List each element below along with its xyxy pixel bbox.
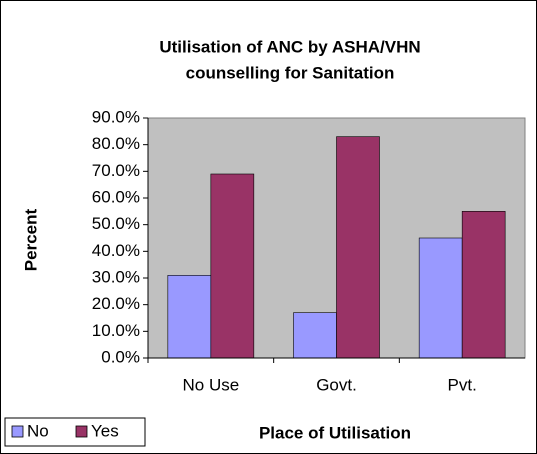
legend-swatch	[75, 425, 88, 438]
chart-title: Utilisation of ANC by ASHA/VHN	[159, 37, 420, 56]
legend-box	[4, 417, 146, 447]
x-tick-label: No Use	[182, 375, 239, 394]
y-tick-label: 30.0%	[92, 267, 140, 286]
bar	[167, 275, 212, 359]
legend-label: Yes	[91, 421, 119, 440]
y-tick-label: 40.0%	[92, 241, 140, 260]
bar	[210, 173, 255, 359]
y-axis-title: Percent	[21, 208, 40, 271]
legend-label: No	[27, 421, 49, 440]
y-tick-label: 90.0%	[92, 107, 140, 126]
y-tick-label: 50.0%	[92, 214, 140, 233]
bar	[418, 237, 463, 359]
y-tick-label: 80.0%	[92, 134, 140, 153]
x-axis-title: Place of Utilisation	[259, 423, 411, 442]
y-tick-label: 20.0%	[92, 294, 140, 313]
chart-subtitle: counselling for Sanitation	[186, 63, 395, 82]
y-tick-label: 10.0%	[92, 321, 140, 340]
y-tick-label: 70.0%	[92, 161, 140, 180]
bar	[461, 211, 506, 359]
bar	[293, 312, 337, 359]
bar	[336, 136, 380, 359]
y-tick-label: 60.0%	[92, 187, 140, 206]
x-tick-label: Pvt.	[448, 375, 477, 394]
y-tick-label: 0.0%	[101, 347, 140, 366]
legend-swatch	[11, 425, 24, 438]
x-tick-label: Govt.	[316, 375, 357, 394]
